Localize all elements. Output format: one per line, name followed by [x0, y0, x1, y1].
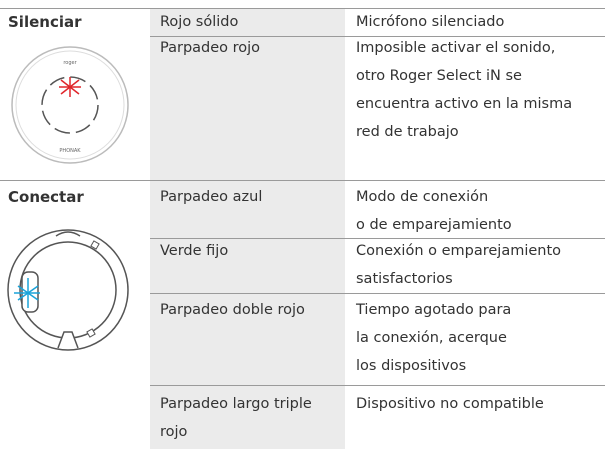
text-line: Verde fijo [160, 243, 229, 259]
text-line: satisfactorios [356, 271, 453, 287]
text-line: Conexión o emparejamiento [356, 243, 562, 259]
status: Rojo sólido [160, 8, 238, 36]
device-mute: roger PHONAK [11, 46, 129, 164]
device-label: roger [63, 60, 77, 66]
text-line: o de emparejamiento [356, 217, 512, 233]
text-line: Imposible activar el sonido, [356, 40, 556, 56]
device-connect [7, 229, 129, 351]
status-column [150, 8, 345, 449]
text-line: Parpadeo rojo [160, 40, 261, 56]
text-line: Parpadeo largo triple [160, 396, 312, 412]
status: Parpadeo largo triple rojo [160, 390, 312, 446]
text-line: Modo de conexión [356, 189, 489, 205]
divider [0, 8, 605, 9]
description: Tiempo agotado para la conexión, acerque… [356, 296, 511, 380]
description: Modo de conexión o de emparejamiento [356, 183, 512, 239]
text-line: Parpadeo doble rojo [160, 302, 305, 318]
text-line: otro Roger Select iN se [356, 68, 522, 84]
text-line: rojo [160, 424, 188, 440]
description: Micrófono silenciado [356, 8, 504, 36]
divider [0, 180, 605, 181]
text-line: encuentra activo en la misma [356, 96, 573, 112]
status: Parpadeo azul [160, 183, 262, 211]
section-title: Conectar [8, 188, 84, 206]
text-line: Micrófono silenciado [356, 14, 505, 30]
status: Parpadeo doble rojo [160, 296, 305, 324]
description: Dispositivo no compatible [356, 390, 544, 418]
text-line: los dispositivos [356, 358, 467, 374]
text-line: Tiempo agotado para [356, 302, 512, 318]
divider [150, 36, 605, 37]
section-title: Silenciar [8, 13, 82, 31]
description: Conexión o emparejamiento satisfactorios [356, 237, 561, 293]
divider [150, 293, 605, 294]
status: Verde fijo [160, 237, 228, 265]
status: Parpadeo rojo [160, 34, 260, 62]
description: Imposible activar el sonido, otro Roger … [356, 34, 572, 146]
text-line: Dispositivo no compatible [356, 396, 544, 412]
divider [150, 385, 605, 386]
divider [150, 238, 605, 239]
text-line: Rojo sólido [160, 14, 239, 30]
text-line: Parpadeo azul [160, 189, 263, 205]
device-label: PHONAK [59, 148, 81, 154]
text-line: la conexión, acerque [356, 330, 507, 346]
text-line: red de trabajo [356, 124, 459, 140]
